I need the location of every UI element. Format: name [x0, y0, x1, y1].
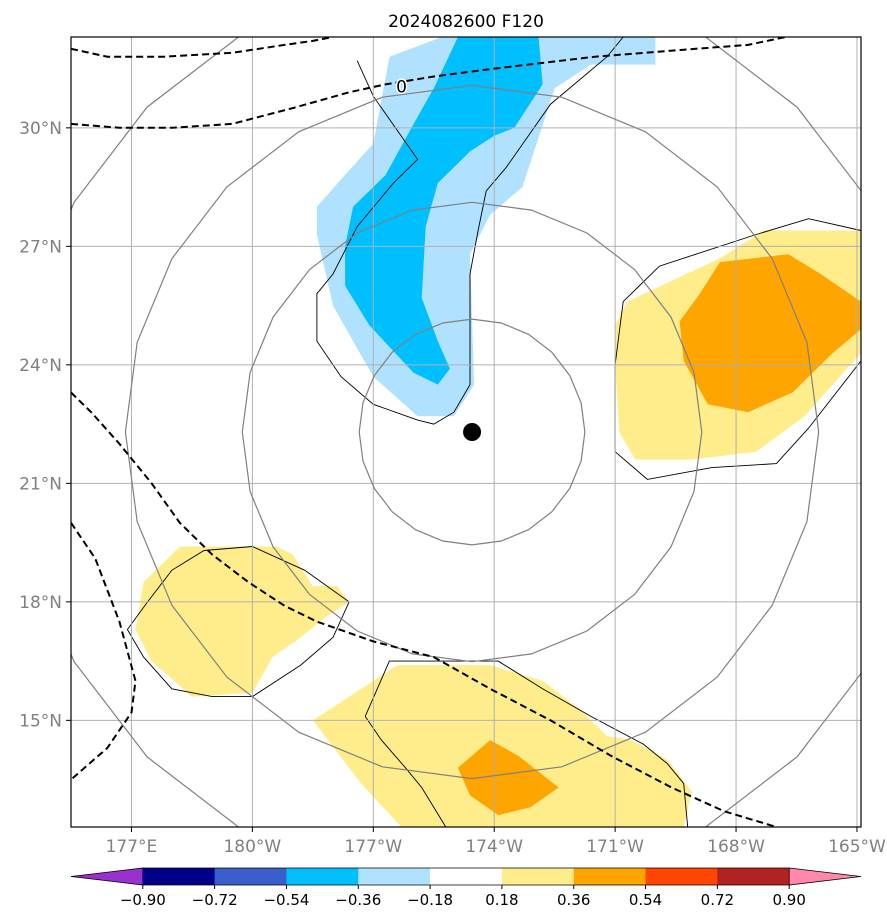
fill-positive-south-outer [312, 665, 692, 827]
fill-positive-east-inner [679, 254, 861, 413]
fill-positive-south-inner [457, 740, 559, 816]
colorbar-segment [645, 868, 718, 885]
range-ring [358, 318, 586, 546]
dashed-top-2 [71, 37, 791, 129]
plot-frame [70, 36, 862, 828]
zero-contour-label: 0 [396, 77, 407, 97]
colorbar-label: 0.18 [485, 891, 518, 909]
outline-south-2 [364, 716, 447, 827]
storm-center-marker [463, 423, 482, 441]
colorbar-segment [430, 868, 503, 885]
fill-positive-sw [135, 546, 350, 697]
colorbar-extend-max [788, 867, 862, 886]
x-tick-label: 180°W [223, 837, 281, 857]
outline-south [364, 660, 689, 827]
y-axis-ticks: 30°N 27°N 24°N 21°N 18°N 15°N [19, 119, 71, 731]
colorbar-label: −0.72 [192, 891, 238, 909]
colorbar-extend-min [70, 867, 144, 886]
dashed-left [71, 522, 137, 781]
x-tick-label: 171°W [586, 837, 644, 857]
colorbar: −0.90 −0.72 −0.54 −0.36 −0.18 0.18 0.36 0.54 0.7… [70, 867, 862, 909]
colorbar-segment [286, 868, 359, 885]
colorbar-segment [501, 868, 575, 885]
colorbar-label: 0.36 [557, 891, 590, 909]
y-tick-label: 27°N [19, 237, 62, 257]
colorbar-label: −0.90 [120, 891, 166, 909]
contour-outlines [127, 37, 861, 827]
x-axis-ticks: 177°E 180°W 177°W 174°W 171°W 168°W 165°W [106, 827, 886, 857]
outline-sw [127, 546, 350, 698]
y-tick-label: 18°N [19, 593, 62, 613]
range-rings [71, 37, 861, 827]
range-ring [124, 84, 820, 780]
x-tick-label: 174°W [465, 837, 523, 857]
outline-east [614, 360, 861, 480]
gridlines [71, 37, 861, 827]
zero-contours [71, 37, 791, 827]
outline-negative [316, 37, 624, 425]
chart-title: 2024082600 F120 [388, 12, 544, 32]
fill-negative-inner [345, 37, 543, 385]
colorbar-segment [358, 868, 431, 885]
colorbar-segment [717, 868, 790, 885]
colorbar-segment [214, 868, 287, 885]
colorbar-label: 0.90 [772, 891, 805, 909]
colorbar-segment [573, 868, 647, 885]
colorbar-label: −0.36 [335, 891, 381, 909]
y-tick-label: 21°N [19, 474, 62, 494]
colorbar-label: 0.54 [629, 891, 662, 909]
x-tick-label: 165°W [828, 837, 886, 857]
x-tick-label: 177°E [106, 837, 158, 857]
colorbar-label: 0.72 [701, 891, 734, 909]
colorbar-label: −0.54 [263, 891, 309, 909]
y-tick-label: 24°N [19, 356, 62, 376]
x-tick-label: 177°W [344, 837, 402, 857]
dashed-diagonal [71, 391, 777, 827]
range-ring [241, 201, 703, 663]
colorbar-segment [142, 868, 216, 885]
x-tick-label: 168°W [707, 837, 765, 857]
y-tick-label: 30°N [19, 119, 62, 139]
colorbar-label: −0.18 [407, 891, 453, 909]
map-plot-area: 0 [71, 37, 861, 827]
dashed-top-1 [71, 37, 334, 58]
y-tick-label: 15°N [19, 711, 62, 731]
filled-contours [135, 37, 861, 827]
